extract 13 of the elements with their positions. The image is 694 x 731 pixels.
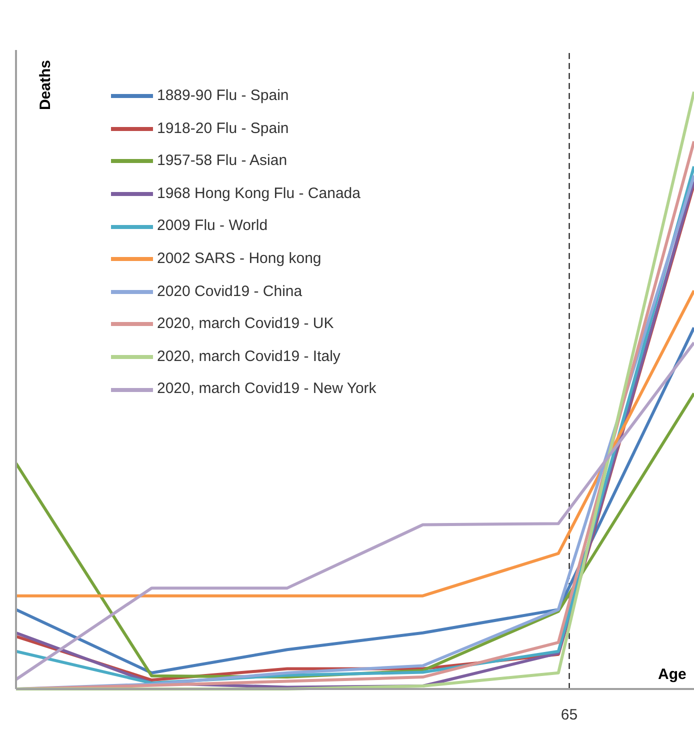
legend-label: 1968 Hong Kong Flu - Canada (157, 184, 360, 204)
legend-label: 2020, march Covid19 - Italy (157, 346, 340, 367)
text: 65 (560, 706, 578, 724)
x-axis-title: Age (658, 666, 686, 683)
y-axis-title: Deaths (37, 60, 54, 110)
legend-label: 2020 Covid19 - China (157, 282, 302, 302)
legend-label: 2009 Flu - World (157, 216, 268, 236)
legend-label: 1889-90 Flu - Spain (157, 86, 289, 106)
legend-label: 1918-20 Flu - Spain (157, 118, 289, 139)
legend-label: 1957-58 Flu - Asian (157, 151, 288, 172)
legend-label: 2020, march Covid19 - UK (157, 314, 334, 334)
legend-label: 2002 SARS - Hong kong (157, 248, 322, 269)
legend-label: 2020, march Covid19 - New York (157, 379, 376, 400)
